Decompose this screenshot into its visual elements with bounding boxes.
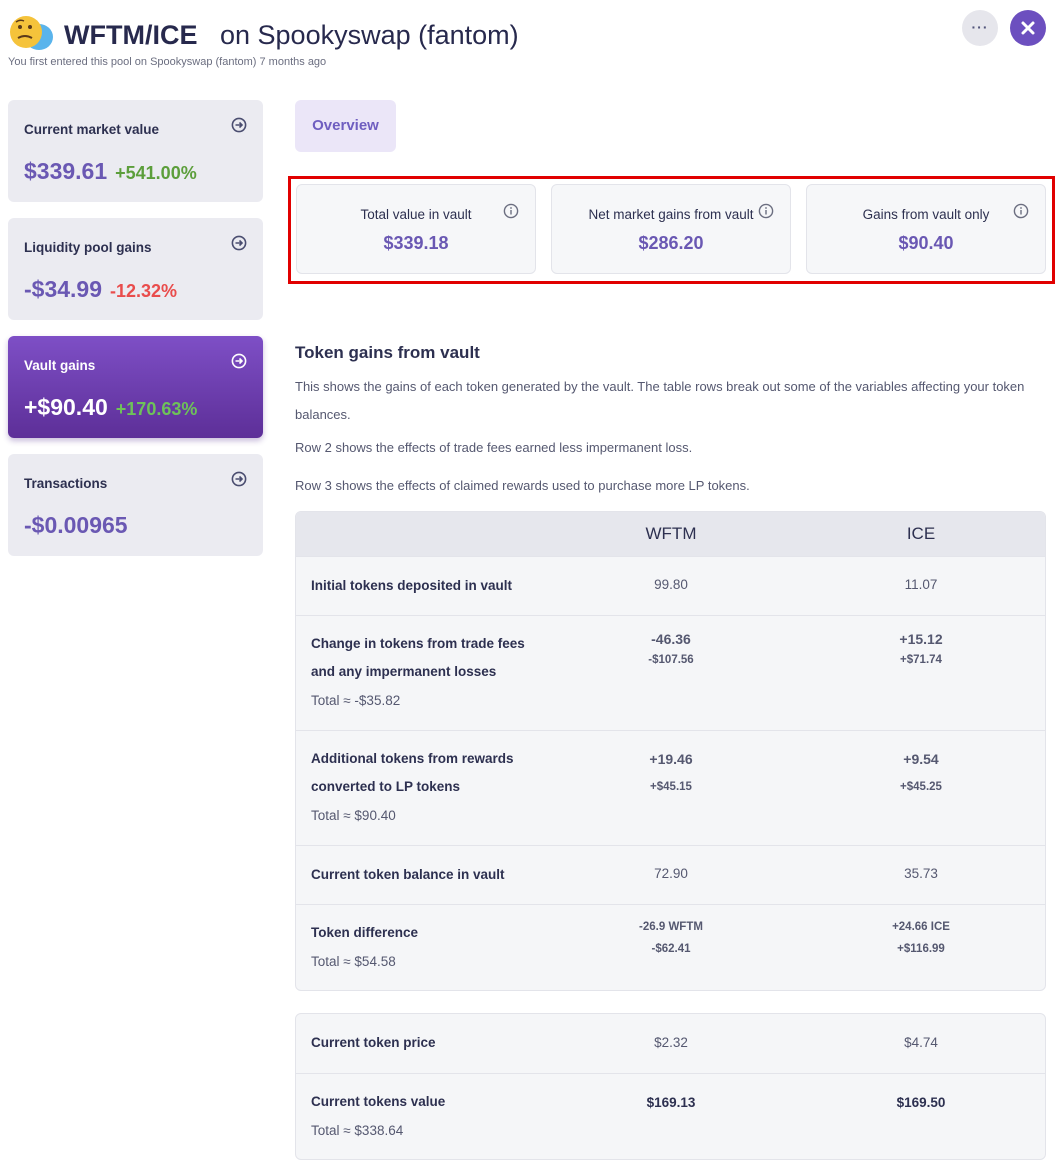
arrow-circle-right-icon bbox=[231, 117, 247, 133]
highlight-box bbox=[288, 176, 1055, 284]
table-header: WFTM ICE bbox=[296, 512, 1045, 556]
cell-ice-usd: +$71.74 bbox=[900, 654, 942, 666]
table-row: Current token price $2.32 $4.74 bbox=[296, 1014, 1045, 1073]
stat-label: Total value in vault bbox=[360, 207, 472, 222]
row-label: Current token balance in vault bbox=[311, 867, 505, 882]
stat-label: Gains from vault only bbox=[862, 207, 990, 222]
row-label: Token difference bbox=[311, 925, 419, 940]
tab-overview[interactable]: Overview bbox=[295, 100, 396, 152]
row-label: Additional tokens from rewards converted… bbox=[311, 751, 514, 794]
row-total: Total ≈ $54.58 bbox=[311, 954, 396, 969]
section-description: This shows the gains of each token gener… bbox=[295, 379, 1025, 422]
cell-ice-usd: +$45.25 bbox=[900, 781, 942, 793]
stat-gains-from-vault-only: Gains from vault only $90.40 bbox=[806, 184, 1046, 274]
cell-wftm-usd: +$45.15 bbox=[650, 781, 692, 793]
column-header-ice: ICE bbox=[906, 524, 936, 543]
stat-value: $339.18 bbox=[383, 233, 449, 253]
cell-ice: 11.07 bbox=[904, 577, 938, 592]
table-row: Token difference Total ≈ $54.58 -26.9 WF… bbox=[296, 904, 1045, 990]
info-icon[interactable] bbox=[758, 203, 774, 219]
close-button[interactable] bbox=[1010, 10, 1046, 46]
table-row: Change in tokens from trade fees and any… bbox=[296, 615, 1045, 730]
info-icon[interactable] bbox=[1013, 203, 1029, 219]
cell-ice: $4.74 bbox=[904, 1035, 938, 1050]
stat-value: $90.40 bbox=[898, 233, 954, 253]
token-gains-table: WFTM ICE Initial tokens deposited in vau… bbox=[295, 511, 1046, 991]
arrow-circle-right-icon bbox=[231, 471, 247, 487]
row-label: Change in tokens from trade fees and any… bbox=[311, 636, 525, 679]
section-note-row2: Row 2 shows the effects of trade fees ea… bbox=[295, 440, 693, 455]
arrow-circle-right-icon bbox=[231, 235, 247, 251]
card-label: Liquidity pool gains bbox=[24, 240, 152, 255]
stat-total-value-in-vault: Total value in vault $339.18 bbox=[296, 184, 536, 274]
card-label: Current market value bbox=[24, 122, 160, 137]
stat-net-market-gains: Net market gains from vault $286.20 bbox=[551, 184, 791, 274]
card-label: Vault gains bbox=[24, 358, 96, 373]
table-row: Initial tokens deposited in vault 99.80 … bbox=[296, 556, 1045, 615]
cell-ice: +9.54 bbox=[903, 751, 939, 767]
section-note-row3: Row 3 shows the effects of claimed rewar… bbox=[295, 478, 750, 493]
cell-ice: 35.73 bbox=[904, 866, 938, 881]
info-icon[interactable] bbox=[503, 203, 519, 219]
page-header: WFTM/ICE on Spookyswap (fantom) You firs… bbox=[8, 10, 1048, 70]
card-percent: -12.32% bbox=[110, 281, 178, 301]
cell-ice: +15.12 bbox=[899, 631, 943, 647]
card-value: -$34.99 -12.32% bbox=[24, 276, 178, 302]
card-liquidity-pool-gains[interactable]: Liquidity pool gains -$34.99 -12.32% bbox=[8, 218, 263, 320]
card-percent: +541.00% bbox=[115, 163, 197, 183]
cell-wftm: $2.32 bbox=[654, 1035, 688, 1050]
close-icon bbox=[1021, 21, 1035, 35]
card-value: +$90.40 +170.63% bbox=[24, 394, 198, 420]
cell-wftm: -46.36 bbox=[651, 631, 691, 647]
cell-wftm: $169.13 bbox=[646, 1095, 696, 1110]
table-row: Current token balance in vault 72.90 35.… bbox=[296, 845, 1045, 904]
row-total: Total ≈ -$35.82 bbox=[311, 693, 401, 708]
cell-ice-usd: +$116.99 bbox=[897, 943, 945, 955]
card-vault-gains[interactable]: Vault gains +$90.40 +170.63% bbox=[8, 336, 263, 438]
stat-label: Net market gains from vault bbox=[588, 207, 754, 222]
card-value: $339.61 +541.00% bbox=[24, 158, 197, 184]
exchange-title: on Spookyswap (fantom) bbox=[220, 20, 519, 50]
stat-value: $286.20 bbox=[638, 233, 704, 253]
section-title: Token gains from vault bbox=[295, 343, 480, 362]
arrow-circle-right-icon bbox=[231, 353, 247, 369]
cell-wftm: 72.90 bbox=[654, 866, 688, 881]
row-total: Total ≈ $90.40 bbox=[311, 808, 396, 823]
cell-wftm-usd: -$107.56 bbox=[648, 654, 694, 666]
row-label: Current tokens value bbox=[311, 1094, 446, 1109]
card-transactions[interactable]: Transactions -$0.00965 bbox=[8, 454, 263, 556]
cell-wftm: 99.80 bbox=[654, 577, 688, 592]
row-label: Initial tokens deposited in vault bbox=[311, 578, 513, 593]
token-price-table: Current token price $2.32 $4.74 Current … bbox=[295, 1013, 1046, 1160]
cell-wftm: +19.46 bbox=[649, 751, 693, 767]
card-current-market-value[interactable]: Current market value $339.61 +541.00% bbox=[8, 100, 263, 202]
table-row: Additional tokens from rewards converted… bbox=[296, 730, 1045, 845]
cell-ice: +24.66 ICE bbox=[892, 921, 950, 933]
card-value: -$0.00965 bbox=[24, 512, 128, 538]
cell-wftm-usd: -$62.41 bbox=[651, 943, 691, 955]
more-button[interactable]: ··· bbox=[962, 10, 998, 46]
pair-title: WFTM/ICE bbox=[64, 20, 198, 50]
card-label: Transactions bbox=[24, 476, 108, 491]
row-label: Current token price bbox=[311, 1035, 436, 1050]
column-header-wftm: WFTM bbox=[645, 524, 697, 543]
table-row: Current tokens value Total ≈ $338.64 $16… bbox=[296, 1073, 1045, 1159]
row-total: Total ≈ $338.64 bbox=[311, 1123, 404, 1138]
pool-entry-subtitle: You first entered this pool on Spookyswa… bbox=[8, 56, 327, 68]
cell-ice: $169.50 bbox=[896, 1095, 946, 1110]
card-percent: +170.63% bbox=[115, 399, 198, 419]
cell-wftm: -26.9 WFTM bbox=[639, 921, 703, 933]
thinking-face-icon bbox=[10, 16, 53, 50]
